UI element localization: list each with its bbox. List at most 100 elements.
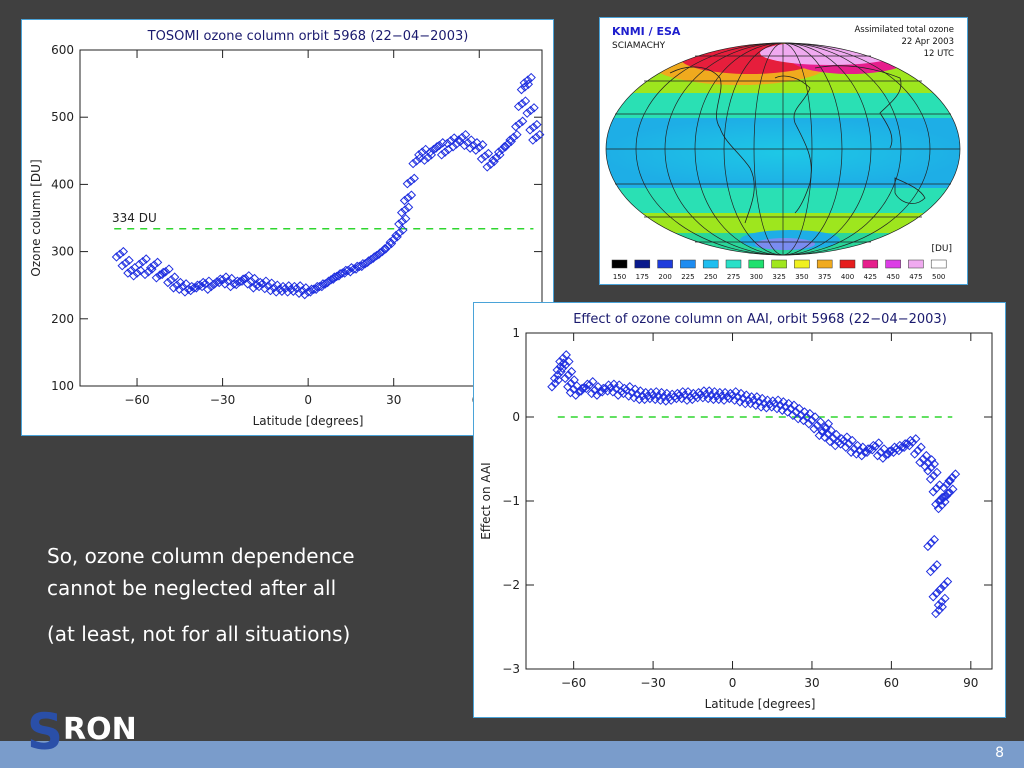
scale-value: 200	[658, 273, 671, 281]
data-point	[925, 566, 936, 577]
data-point	[138, 256, 148, 267]
data-point	[343, 265, 353, 276]
data-point	[629, 392, 639, 403]
scale-value: 500	[932, 273, 945, 281]
data-point	[933, 503, 944, 514]
data-point	[400, 205, 410, 215]
data-point	[944, 476, 954, 486]
data-point	[630, 384, 640, 394]
data-point	[237, 276, 247, 286]
data-point	[317, 281, 327, 292]
scale-value: 325	[772, 273, 785, 281]
data-point	[775, 400, 785, 410]
chart1-points	[111, 72, 545, 300]
data-point	[724, 393, 735, 404]
data-point	[789, 400, 799, 410]
y-tick-label: 200	[51, 312, 74, 326]
data-point	[929, 459, 939, 469]
data-point	[362, 257, 373, 268]
data-point	[830, 440, 840, 451]
data-point	[932, 560, 942, 570]
data-point	[360, 258, 370, 269]
data-point	[748, 395, 759, 405]
data-point	[294, 288, 304, 298]
data-point	[909, 449, 920, 459]
data-point	[931, 499, 941, 510]
data-point	[940, 497, 950, 507]
data-point	[157, 269, 167, 280]
data-point	[335, 269, 345, 279]
data-point	[730, 387, 741, 397]
scale-swatch	[862, 259, 879, 269]
data-point	[735, 397, 745, 407]
data-point	[931, 608, 941, 619]
data-point	[846, 447, 856, 457]
data-point	[899, 442, 909, 452]
data-point	[639, 394, 650, 405]
data-point	[517, 116, 528, 126]
data-point	[160, 267, 171, 277]
scale-swatch	[816, 259, 833, 269]
scale-swatch	[611, 259, 628, 269]
data-point	[613, 390, 623, 400]
data-point	[936, 583, 946, 594]
data-point	[528, 135, 538, 145]
chart1-xlabel: Latitude [degrees]	[253, 414, 364, 428]
scale-value: 375	[818, 273, 831, 281]
data-point	[611, 383, 621, 394]
data-point	[929, 563, 939, 573]
x-tick-label: −60	[124, 393, 149, 407]
data-point	[928, 592, 938, 602]
scale-swatch	[908, 259, 924, 269]
chart2-title: Effect of ozone column on AAI, orbit 596…	[573, 312, 947, 327]
y-tick-label: 300	[51, 245, 74, 259]
map-unit-label: [DU]	[931, 244, 952, 254]
data-point	[549, 373, 560, 384]
data-point	[394, 219, 404, 229]
data-point	[703, 393, 713, 404]
data-point	[941, 491, 952, 501]
data-point	[414, 150, 424, 160]
scale-value: 250	[704, 273, 717, 281]
data-point	[246, 276, 256, 286]
chart1-plot-area	[79, 49, 543, 387]
data-point	[522, 108, 532, 118]
chart1-title: TOSOMI ozone column orbit 5968 (22−04−20…	[147, 29, 469, 44]
data-point	[265, 285, 276, 296]
data-point	[851, 449, 862, 459]
data-point	[297, 285, 308, 296]
data-point	[825, 436, 835, 447]
data-point	[907, 437, 918, 447]
data-point	[939, 492, 950, 502]
chart1-ylabel: Ozone column [DU]	[29, 159, 43, 276]
data-point	[428, 144, 439, 155]
data-point	[925, 474, 936, 484]
data-point	[926, 462, 936, 473]
data-point	[770, 398, 780, 409]
data-point	[791, 407, 801, 417]
y-tick-label: 100	[51, 379, 74, 393]
data-point	[172, 280, 182, 290]
data-point	[197, 281, 207, 292]
data-point	[166, 275, 176, 285]
data-point	[448, 142, 458, 152]
data-point	[529, 103, 539, 113]
data-point	[624, 391, 634, 401]
data-point	[729, 395, 740, 405]
aai-effect-chart: Effect of ozone column on AAI, orbit 596…	[479, 312, 993, 711]
data-point	[217, 275, 228, 285]
scale-value: 350	[795, 273, 808, 281]
data-point	[756, 402, 766, 412]
data-point	[442, 138, 453, 149]
data-point	[754, 397, 764, 407]
data-point	[388, 234, 399, 245]
y-tick-label: −3	[502, 662, 520, 676]
data-point	[523, 79, 534, 89]
data-point	[923, 541, 933, 552]
data-point	[809, 424, 819, 434]
slide-text-line2: cannot be neglected after all	[47, 576, 337, 600]
data-point	[406, 176, 416, 186]
data-point	[778, 397, 789, 407]
x-tick-label: 60	[884, 676, 899, 690]
data-point	[849, 444, 860, 454]
